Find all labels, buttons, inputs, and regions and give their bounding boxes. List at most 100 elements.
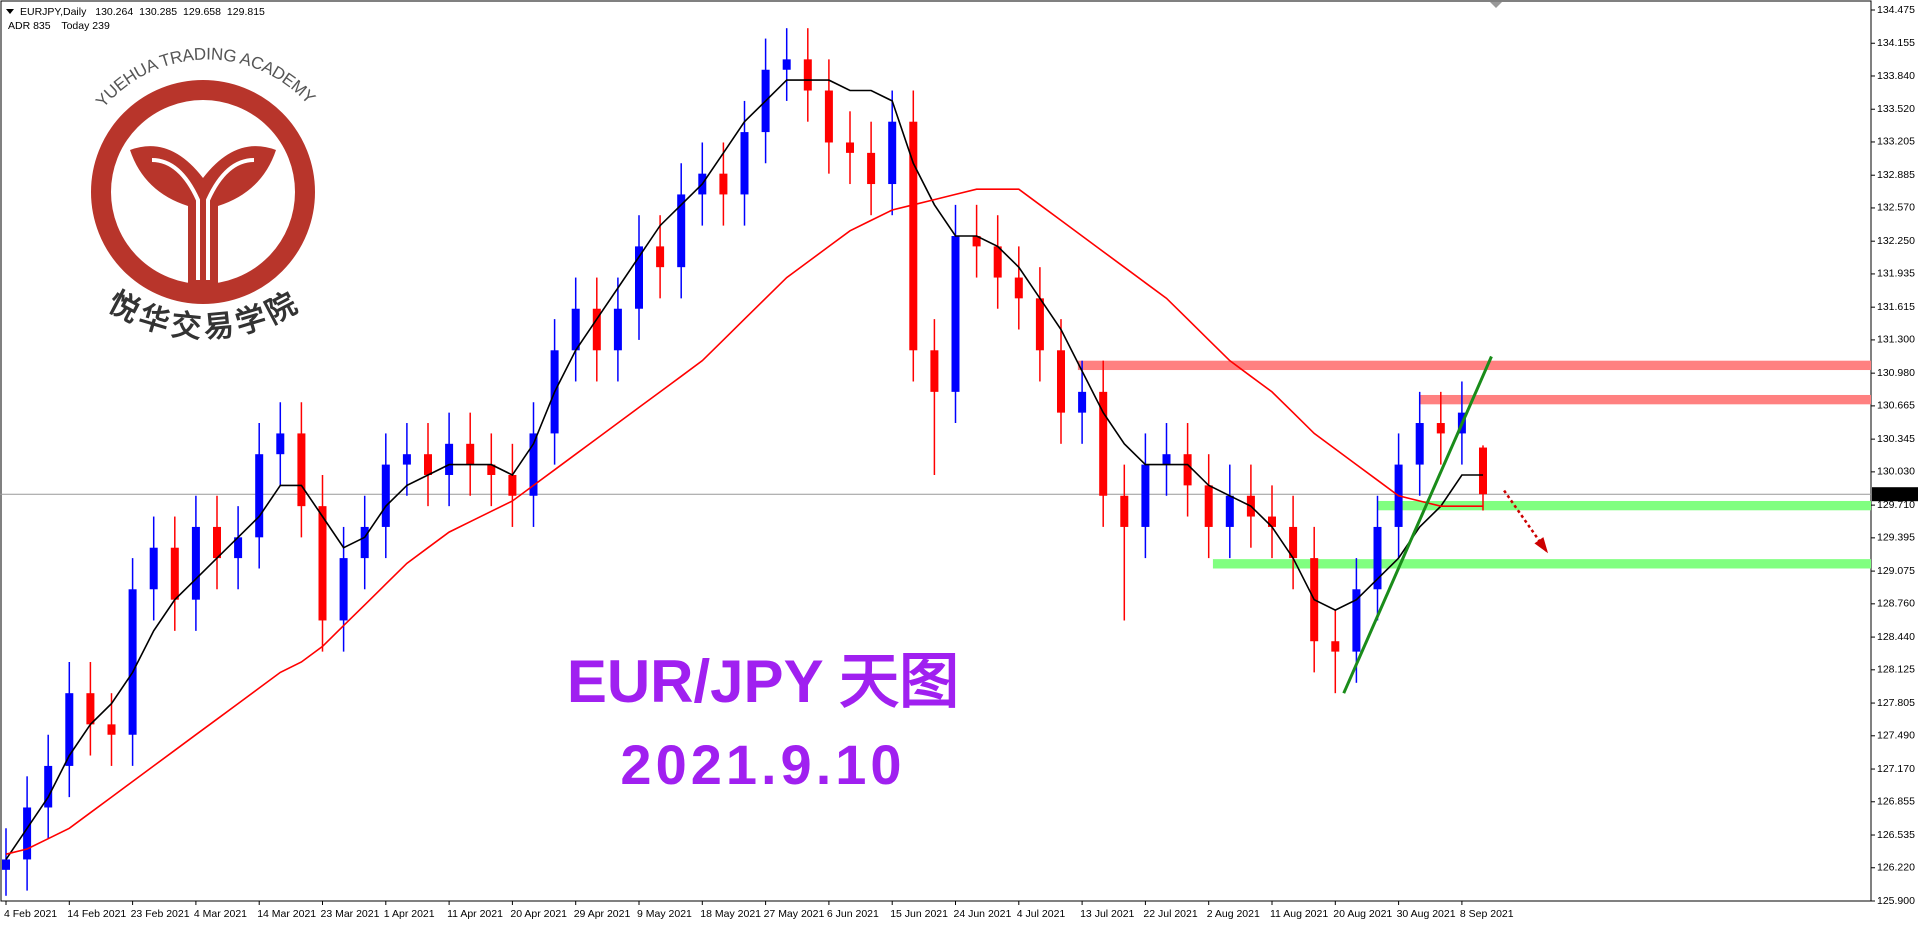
price-label-box [1872, 487, 1918, 502]
y-tick-label: 126.535 [1877, 829, 1915, 841]
candle-body [909, 121, 918, 351]
candle-body [149, 547, 158, 590]
candle-body [1225, 495, 1234, 527]
candle-body [1035, 298, 1044, 351]
candle-body [613, 308, 622, 351]
y-tick-label: 134.155 [1877, 37, 1915, 49]
y-tick-label: 133.840 [1877, 70, 1915, 82]
y-tick-label: 127.490 [1877, 730, 1915, 742]
candle-body [318, 506, 327, 621]
candle-body [1352, 589, 1361, 652]
x-tick-label: 23 Feb 2021 [131, 908, 190, 920]
x-tick-label: 23 Mar 2021 [321, 908, 380, 920]
x-tick-label: 6 Jun 2021 [827, 908, 879, 920]
x-tick-label: 13 Jul 2021 [1080, 908, 1134, 920]
candle-body [1099, 391, 1108, 496]
candle-body [951, 235, 960, 392]
candle-body [445, 443, 454, 475]
y-tick-label: 125.900 [1877, 895, 1915, 907]
candle-body [656, 246, 665, 268]
candle-body [297, 433, 306, 507]
candle-body [930, 350, 939, 392]
y-tick-label: 133.205 [1877, 136, 1915, 148]
chart-subtitle: 2021.9.10 [620, 733, 905, 796]
candle-body [1141, 464, 1150, 527]
candle-body [1436, 423, 1445, 434]
candle-body [1120, 495, 1129, 527]
x-tick-label: 27 May 2021 [764, 908, 825, 920]
x-tick-label: 14 Mar 2021 [257, 908, 316, 920]
y-tick-label: 128.440 [1877, 631, 1915, 643]
x-tick-label: 8 Sep 2021 [1460, 908, 1514, 920]
x-tick-label: 4 Mar 2021 [194, 908, 247, 920]
candle-body [1183, 454, 1192, 486]
candle-body [508, 474, 517, 496]
candle-body [972, 235, 981, 247]
candle-body [191, 526, 200, 600]
x-tick-label: 2 Aug 2021 [1207, 908, 1260, 920]
candle-body [1057, 350, 1065, 413]
candle-body [1415, 423, 1424, 465]
x-tick-label: 4 Feb 2021 [4, 908, 57, 920]
candle-body [23, 807, 32, 860]
y-tick-label: 129.075 [1877, 565, 1915, 577]
x-tick-label: 1 Apr 2021 [384, 908, 435, 920]
ma-line [5, 188, 1483, 855]
x-tick-label: 20 Aug 2021 [1333, 908, 1392, 920]
x-tick-label: 4 Jul 2021 [1017, 908, 1066, 920]
candle-body [1331, 641, 1340, 652]
candle-body [1268, 516, 1276, 527]
logo-mark [130, 146, 276, 290]
candle-body [128, 589, 137, 735]
candle-body [170, 547, 179, 600]
candle-body [592, 308, 601, 351]
y-tick-label: 129.395 [1877, 532, 1915, 544]
x-tick-label: 22 Jul 2021 [1143, 908, 1197, 920]
x-tick-label: 11 Aug 2021 [1270, 908, 1328, 920]
candle-body [107, 724, 116, 735]
header: EURJPY,Daily 130.264 130.285 129.658 129… [20, 6, 265, 18]
zone [1419, 394, 1871, 405]
candle-body [255, 454, 264, 538]
y-tick-label: 129.710 [1877, 499, 1915, 511]
y-tick-label: 133.520 [1877, 103, 1915, 115]
x-tick-label: 20 Apr 2021 [510, 908, 567, 920]
candle-body [466, 443, 475, 465]
y-tick-label: 130.030 [1877, 466, 1915, 478]
x-tick-label: 30 Aug 2021 [1397, 908, 1456, 920]
candle-body [635, 246, 643, 309]
y-tick-label: 128.760 [1877, 598, 1915, 610]
x-tick-label: 18 May 2021 [700, 908, 761, 920]
y-tick-label: 126.220 [1877, 862, 1915, 874]
y-tick-label: 132.885 [1877, 169, 1915, 181]
x-tick-label: 11 Apr 2021 [447, 908, 503, 920]
candle-body [867, 152, 876, 185]
y-tick-label: 134.475 [1877, 4, 1915, 16]
x-tick-label: 9 May 2021 [637, 908, 692, 920]
y-tick-label: 126.855 [1877, 796, 1915, 808]
indicator-today: Today 239 [61, 20, 110, 32]
y-tick-label: 130.665 [1877, 400, 1915, 412]
candle-body [677, 194, 686, 268]
candle-body [1289, 526, 1298, 559]
overlay: 125.900 126.220 126.535 126.855 127.170 127.4… [4, 4, 1918, 920]
y-tick-label: 131.935 [1877, 268, 1915, 280]
y-tick-label: 127.170 [1877, 763, 1915, 775]
candle-body [1162, 454, 1171, 465]
candle-body [1078, 391, 1087, 413]
menu-marker [6, 9, 14, 14]
x-tick-label: 29 Apr 2021 [574, 908, 631, 920]
candle-body [402, 454, 411, 465]
candle-body [824, 90, 833, 143]
candle-body [487, 464, 496, 475]
indicator-adr: ADR 835 [8, 20, 51, 32]
zone [1077, 360, 1871, 371]
y-tick-label: 130.345 [1877, 433, 1915, 445]
candle-body [740, 132, 749, 195]
candle-body [381, 464, 390, 527]
candle-body [234, 537, 243, 559]
candle-body [846, 142, 854, 153]
